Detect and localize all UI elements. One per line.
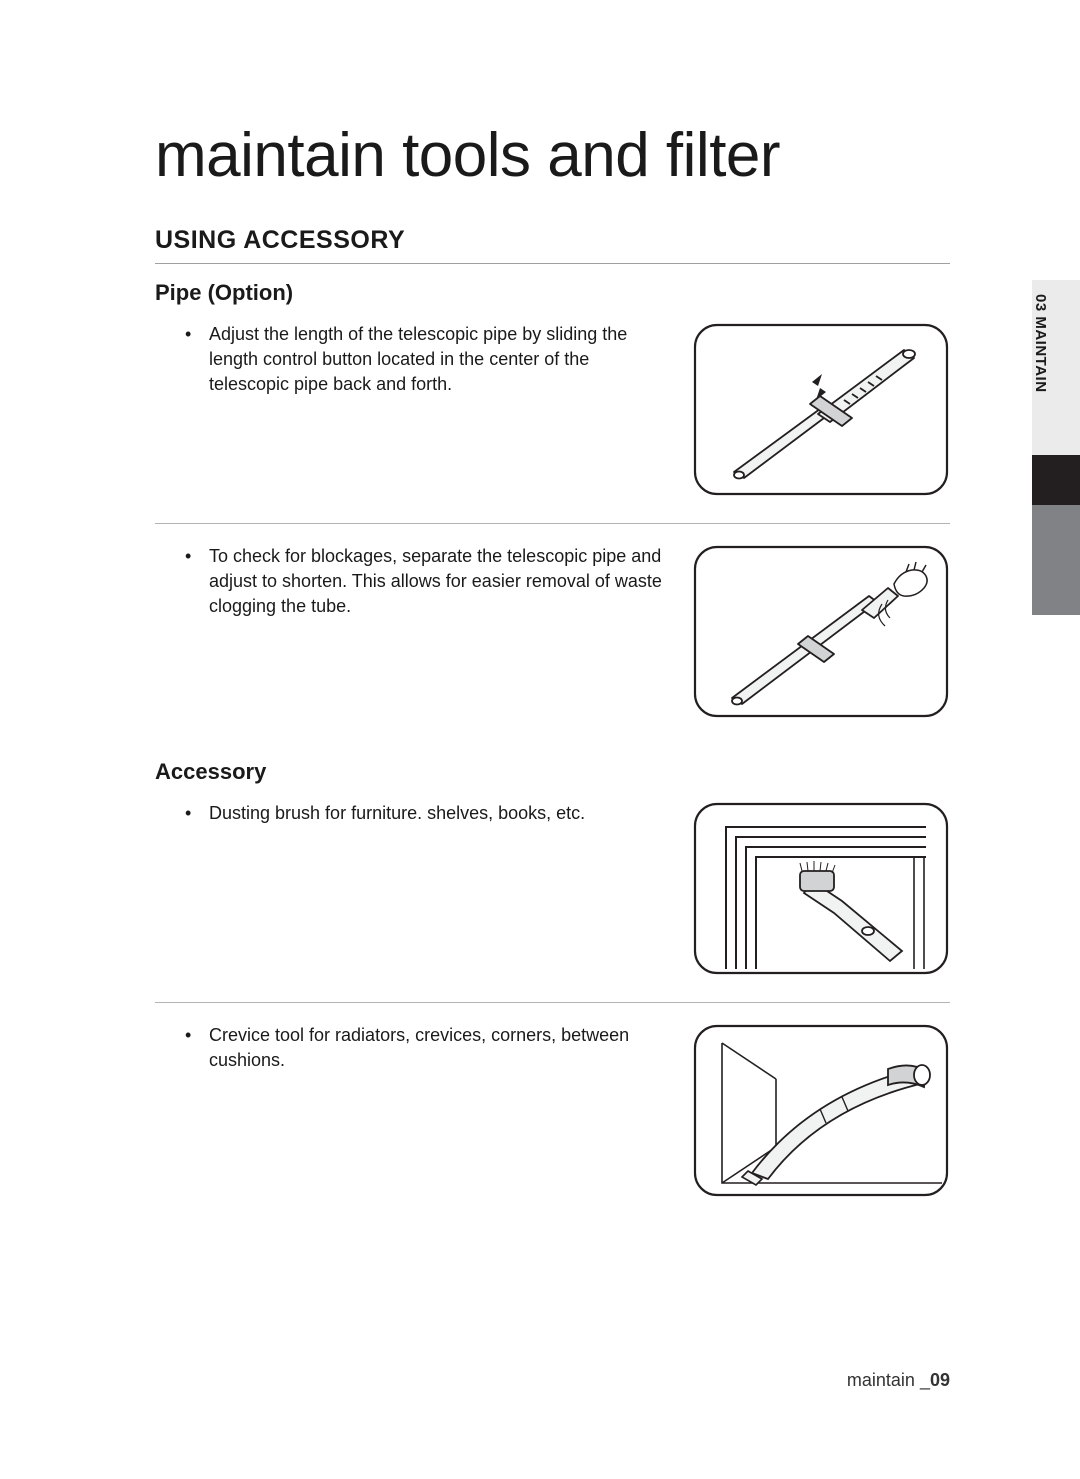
illustration-telescopic-pipe (692, 322, 950, 497)
side-tabs: 03 MAINTAIN (1032, 280, 1080, 615)
subsection-accessory-title: Accessory (155, 759, 950, 785)
divider (155, 1002, 950, 1003)
side-tab-dark (1032, 455, 1080, 505)
subsection-pipe-title: Pipe (Option) (155, 280, 950, 306)
footer-page-number: 09 (930, 1370, 950, 1390)
content-area: Pipe (Option) Adjust the length of the t… (155, 278, 950, 1212)
illustration-dusting-brush (692, 801, 950, 976)
accessory-item-2: Crevice tool for radiators, crevices, co… (155, 1013, 950, 1212)
section-heading: USING ACCESSORY (155, 226, 950, 264)
side-tab-current: 03 MAINTAIN (1032, 280, 1080, 455)
accessory-item-1: Dusting brush for furniture. shelves, bo… (155, 791, 950, 990)
divider (155, 523, 950, 524)
page-footer: maintain _09 (847, 1370, 950, 1391)
accessory-item-2-text: Crevice tool for radiators, crevices, co… (155, 1023, 672, 1073)
pipe-item-1-text: Adjust the length of the telescopic pipe… (155, 322, 672, 396)
pipe-item-2: To check for blockages, separate the tel… (155, 534, 950, 733)
pipe-item-1: Adjust the length of the telescopic pipe… (155, 312, 950, 511)
document-page: maintain tools and filter USING ACCESSOR… (0, 0, 1080, 1479)
side-tab-gray (1032, 505, 1080, 615)
illustration-crevice-tool (692, 1023, 950, 1198)
footer-section: maintain _ (847, 1370, 930, 1390)
side-tab-label: 03 MAINTAIN (1032, 280, 1049, 455)
pipe-item-2-text: To check for blockages, separate the tel… (155, 544, 672, 618)
accessory-item-1-text: Dusting brush for furniture. shelves, bo… (155, 801, 672, 826)
page-title: maintain tools and filter (155, 120, 950, 191)
illustration-pipe-separate (692, 544, 950, 719)
